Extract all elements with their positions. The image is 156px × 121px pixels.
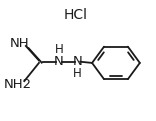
Text: H: H	[73, 67, 82, 80]
Text: N: N	[54, 55, 64, 68]
Text: N: N	[73, 55, 82, 68]
Text: NH2: NH2	[3, 78, 32, 91]
Text: NH: NH	[10, 37, 29, 50]
Text: H: H	[55, 43, 63, 56]
Text: HCl: HCl	[64, 8, 88, 22]
